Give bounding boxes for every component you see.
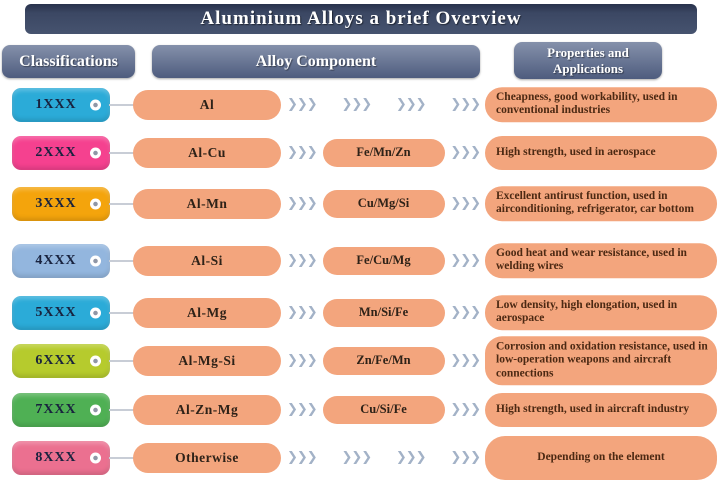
flow-middle: ❯❯❯ ❯❯❯ ❯❯❯ ❯❯❯ <box>285 80 482 129</box>
classification-tag: 5XXX <box>12 295 110 330</box>
chevron-icon: ❯❯❯ <box>395 450 427 465</box>
connector-line <box>109 456 135 459</box>
property-pill: Good heat and wear resistance, used in w… <box>485 242 717 279</box>
chevron-icon: ❯❯❯ <box>450 97 481 112</box>
secondary-component-pill: Fe/Mn/Zn <box>322 138 445 167</box>
connector-line <box>109 311 135 314</box>
secondary-component-pill: Cu/Mg/Si <box>322 189 445 218</box>
chevron-icon: ❯❯❯ <box>395 97 427 112</box>
main-component-pill: Al-Si <box>133 245 281 276</box>
chevron-icon: ❯❯❯ <box>287 97 318 112</box>
classification-code: 8XXX <box>35 449 77 465</box>
chevron-icon: ❯❯❯ <box>287 402 318 417</box>
tag-hole-icon <box>90 307 101 318</box>
page-title: Aluminium Alloys a brief Overview <box>25 4 697 34</box>
tag-hole-icon <box>90 404 101 415</box>
alloy-row-5xxx: 5XXX Al-Mg ❯❯❯ Mn/Si/Fe ❯❯❯ Low density, h… <box>0 288 720 337</box>
alloy-row-6xxx: 6XXX Al-Mg-Si ❯❯❯ Zn/Fe/Mn ❯❯❯ Corrosion a… <box>0 335 720 386</box>
tag-hole-icon <box>90 452 101 463</box>
main-component-pill: Al-Cu <box>133 137 281 168</box>
classification-code: 3XXX <box>35 195 77 211</box>
main-component-pill: Al-Mn <box>133 188 281 219</box>
chevron-icon: ❯❯❯ <box>450 145 481 160</box>
connector-line <box>109 259 135 262</box>
flow-middle: ❯❯❯ Fe/Cu/Mg ❯❯❯ <box>285 236 482 285</box>
secondary-component-pill: Fe/Cu/Mg <box>322 246 445 275</box>
chevron-icon: ❯❯❯ <box>287 353 318 368</box>
tag-hole-icon <box>90 147 101 158</box>
main-component-pill: Al-Mg <box>133 297 281 328</box>
connector-line <box>109 359 135 362</box>
property-pill: Cheapness, good workability, used in con… <box>485 86 717 123</box>
secondary-component-pill: Mn/Si/Fe <box>322 298 445 327</box>
classification-tag: 3XXX <box>12 186 110 221</box>
main-component-pill: Al-Zn-Mg <box>133 394 281 425</box>
column-header-classifications: Classifications <box>2 45 135 78</box>
chevron-icon: ❯❯❯ <box>450 196 481 211</box>
property-pill: Excellent antirust function, used in air… <box>485 185 717 222</box>
classification-code: 4XXX <box>35 252 77 268</box>
secondary-component-pill: Cu/Si/Fe <box>322 395 445 424</box>
classification-tag: 8XXX <box>12 440 110 475</box>
column-header-alloy-component: Alloy Component <box>152 45 480 78</box>
property-pill: High strength, used in aerospace <box>485 135 717 170</box>
column-header-properties-applications: Properties and Applications <box>514 42 662 79</box>
classification-code: 6XXX <box>35 352 77 368</box>
main-component-pill: Otherwise <box>133 442 281 473</box>
alloy-row-8xxx: 8XXX Otherwise ❯❯❯ ❯❯❯ ❯❯❯ ❯❯❯ Depending on… <box>0 433 720 480</box>
alloy-row-7xxx: 7XXX Al-Zn-Mg ❯❯❯ Cu/Si/Fe ❯❯❯ High streng… <box>0 385 720 434</box>
classification-tag: 7XXX <box>12 392 110 427</box>
classification-code: 5XXX <box>35 304 77 320</box>
tag-hole-icon <box>90 99 101 110</box>
alloy-row-1xxx: 1XXX Al ❯❯❯ ❯❯❯ ❯❯❯ ❯❯❯ Cheapness, good wor… <box>0 80 720 129</box>
main-component-pill: Al <box>133 89 281 120</box>
classification-tag: 6XXX <box>12 343 110 378</box>
classification-code: 2XXX <box>35 144 77 160</box>
flow-middle: ❯❯❯ Zn/Fe/Mn ❯❯❯ <box>285 336 482 385</box>
secondary-component-pill: Zn/Fe/Mn <box>322 346 445 375</box>
alloy-row-3xxx: 3XXX Al-Mn ❯❯❯ Cu/Mg/Si ❯❯❯ Excellent anti… <box>0 179 720 228</box>
tag-hole-icon <box>90 355 101 366</box>
connector-line <box>109 202 135 205</box>
classification-tag: 1XXX <box>12 87 110 122</box>
connector-line <box>109 151 135 154</box>
chevron-icon: ❯❯❯ <box>450 402 481 417</box>
property-pill: High strength, used in aircraft industry <box>485 392 717 427</box>
property-pill: Low density, high elongation, used in ae… <box>485 294 717 331</box>
classification-tag: 2XXX <box>12 135 110 170</box>
chevron-icon: ❯❯❯ <box>450 450 481 465</box>
chevron-icon: ❯❯❯ <box>287 305 318 320</box>
flow-middle: ❯❯❯ Cu/Mg/Si ❯❯❯ <box>285 179 482 228</box>
classification-tag: 4XXX <box>12 243 110 278</box>
flow-middle: ❯❯❯ Mn/Si/Fe ❯❯❯ <box>285 288 482 337</box>
chevron-icon: ❯❯❯ <box>450 253 481 268</box>
property-pill: Corrosion and oxidation resistance, used… <box>485 335 717 386</box>
flow-middle: ❯❯❯ Cu/Si/Fe ❯❯❯ <box>285 385 482 434</box>
chevron-icon: ❯❯❯ <box>341 97 372 112</box>
chevron-icon: ❯❯❯ <box>287 253 318 268</box>
connector-line <box>109 103 135 106</box>
chevron-icon: ❯❯❯ <box>287 196 318 211</box>
flow-middle: ❯❯❯ Fe/Mn/Zn ❯❯❯ <box>285 128 482 177</box>
alloy-row-4xxx: 4XXX Al-Si ❯❯❯ Fe/Cu/Mg ❯❯❯ Good heat and … <box>0 236 720 285</box>
main-component-pill: Al-Mg-Si <box>133 345 281 376</box>
connector-line <box>109 408 135 411</box>
alloy-row-2xxx: 2XXX Al-Cu ❯❯❯ Fe/Mn/Zn ❯❯❯ High strength,… <box>0 128 720 177</box>
classification-code: 1XXX <box>35 96 77 112</box>
tag-hole-icon <box>90 198 101 209</box>
property-pill: Depending on the element <box>485 435 717 480</box>
tag-hole-icon <box>90 255 101 266</box>
flow-middle: ❯❯❯ ❯❯❯ ❯❯❯ ❯❯❯ <box>285 433 482 480</box>
chevron-icon: ❯❯❯ <box>287 145 318 160</box>
chevron-icon: ❯❯❯ <box>287 450 318 465</box>
chevron-icon: ❯❯❯ <box>450 353 481 368</box>
chevron-icon: ❯❯❯ <box>341 450 372 465</box>
chevron-icon: ❯❯❯ <box>450 305 481 320</box>
classification-code: 7XXX <box>35 401 77 417</box>
